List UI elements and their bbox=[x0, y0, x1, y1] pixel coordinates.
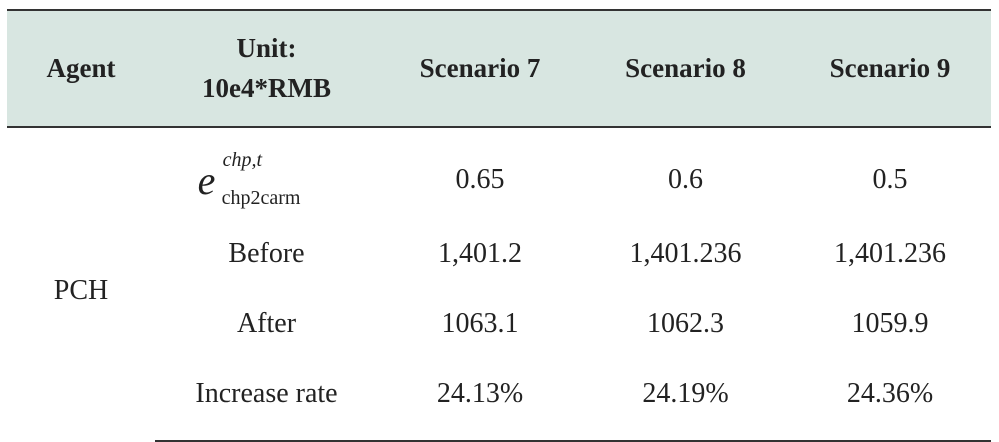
row-label: After bbox=[236, 308, 297, 339]
cell-s8: 1,401.236 bbox=[629, 238, 742, 269]
cell-s9: 1,401.236 bbox=[834, 238, 946, 269]
table-row: After 1063.1 1062.3 1059.9 bbox=[7, 289, 991, 359]
table-row: PCH e chp,t chp2carm 0.65 0.6 0.5 bbox=[7, 127, 991, 307]
factor-symbol: e chp,t chp2carm bbox=[197, 149, 336, 209]
table-body: PCH e chp,t chp2carm 0.65 0.6 0.5 Before 1… bbox=[7, 127, 991, 442]
agent-cell: PCH bbox=[53, 275, 109, 306]
header-agent: Agent bbox=[7, 9, 155, 128]
header-unit: Unit: 10e4*RMB bbox=[155, 9, 378, 128]
factor-label-cell: e chp,t chp2carm bbox=[155, 127, 378, 219]
table-header: Agent Unit: 10e4*RMB Scenario 7 Scenario… bbox=[7, 9, 991, 128]
cell-s8: 0.6 bbox=[668, 164, 703, 195]
cell-s7: 1063.1 bbox=[441, 308, 519, 339]
factor-base: e bbox=[197, 157, 216, 203]
results-table-container: Agent Unit: 10e4*RMB Scenario 7 Scenario… bbox=[7, 9, 991, 442]
cell-s7: 0.65 bbox=[455, 164, 505, 195]
cell-s9: 0.5 bbox=[872, 164, 908, 195]
header-scenario-7: Scenario 7 bbox=[378, 9, 582, 128]
cell-s7: 24.13% bbox=[378, 359, 582, 442]
scenario-results-table: Agent Unit: 10e4*RMB Scenario 7 Scenario… bbox=[7, 9, 991, 442]
cell-s9: 1059.9 bbox=[851, 308, 929, 339]
header-row: Agent Unit: 10e4*RMB Scenario 7 Scenario… bbox=[7, 9, 991, 128]
factor-subscript: chp2carm bbox=[221, 186, 301, 209]
header-unit-line1: Unit: bbox=[236, 33, 297, 64]
header-scenario-9: Scenario 9 bbox=[789, 9, 991, 128]
table-row: Before 1,401.2 1,401.236 1,401.236 bbox=[7, 219, 991, 289]
cell-s8: 24.19% bbox=[582, 359, 789, 442]
cell-s9: 24.36% bbox=[789, 359, 991, 442]
header-scenario-8: Scenario 8 bbox=[582, 9, 789, 128]
factor-superscript: chp,t bbox=[222, 148, 263, 171]
cell-s8: 1062.3 bbox=[647, 308, 724, 339]
header-unit-line2: 10e4*RMB bbox=[202, 72, 331, 103]
row-label: Increase rate bbox=[155, 359, 378, 442]
cell-s7: 1,401.2 bbox=[438, 238, 522, 269]
table-row: Increase rate 24.13% 24.19% 24.36% bbox=[7, 359, 991, 442]
row-label: Before bbox=[228, 238, 305, 269]
